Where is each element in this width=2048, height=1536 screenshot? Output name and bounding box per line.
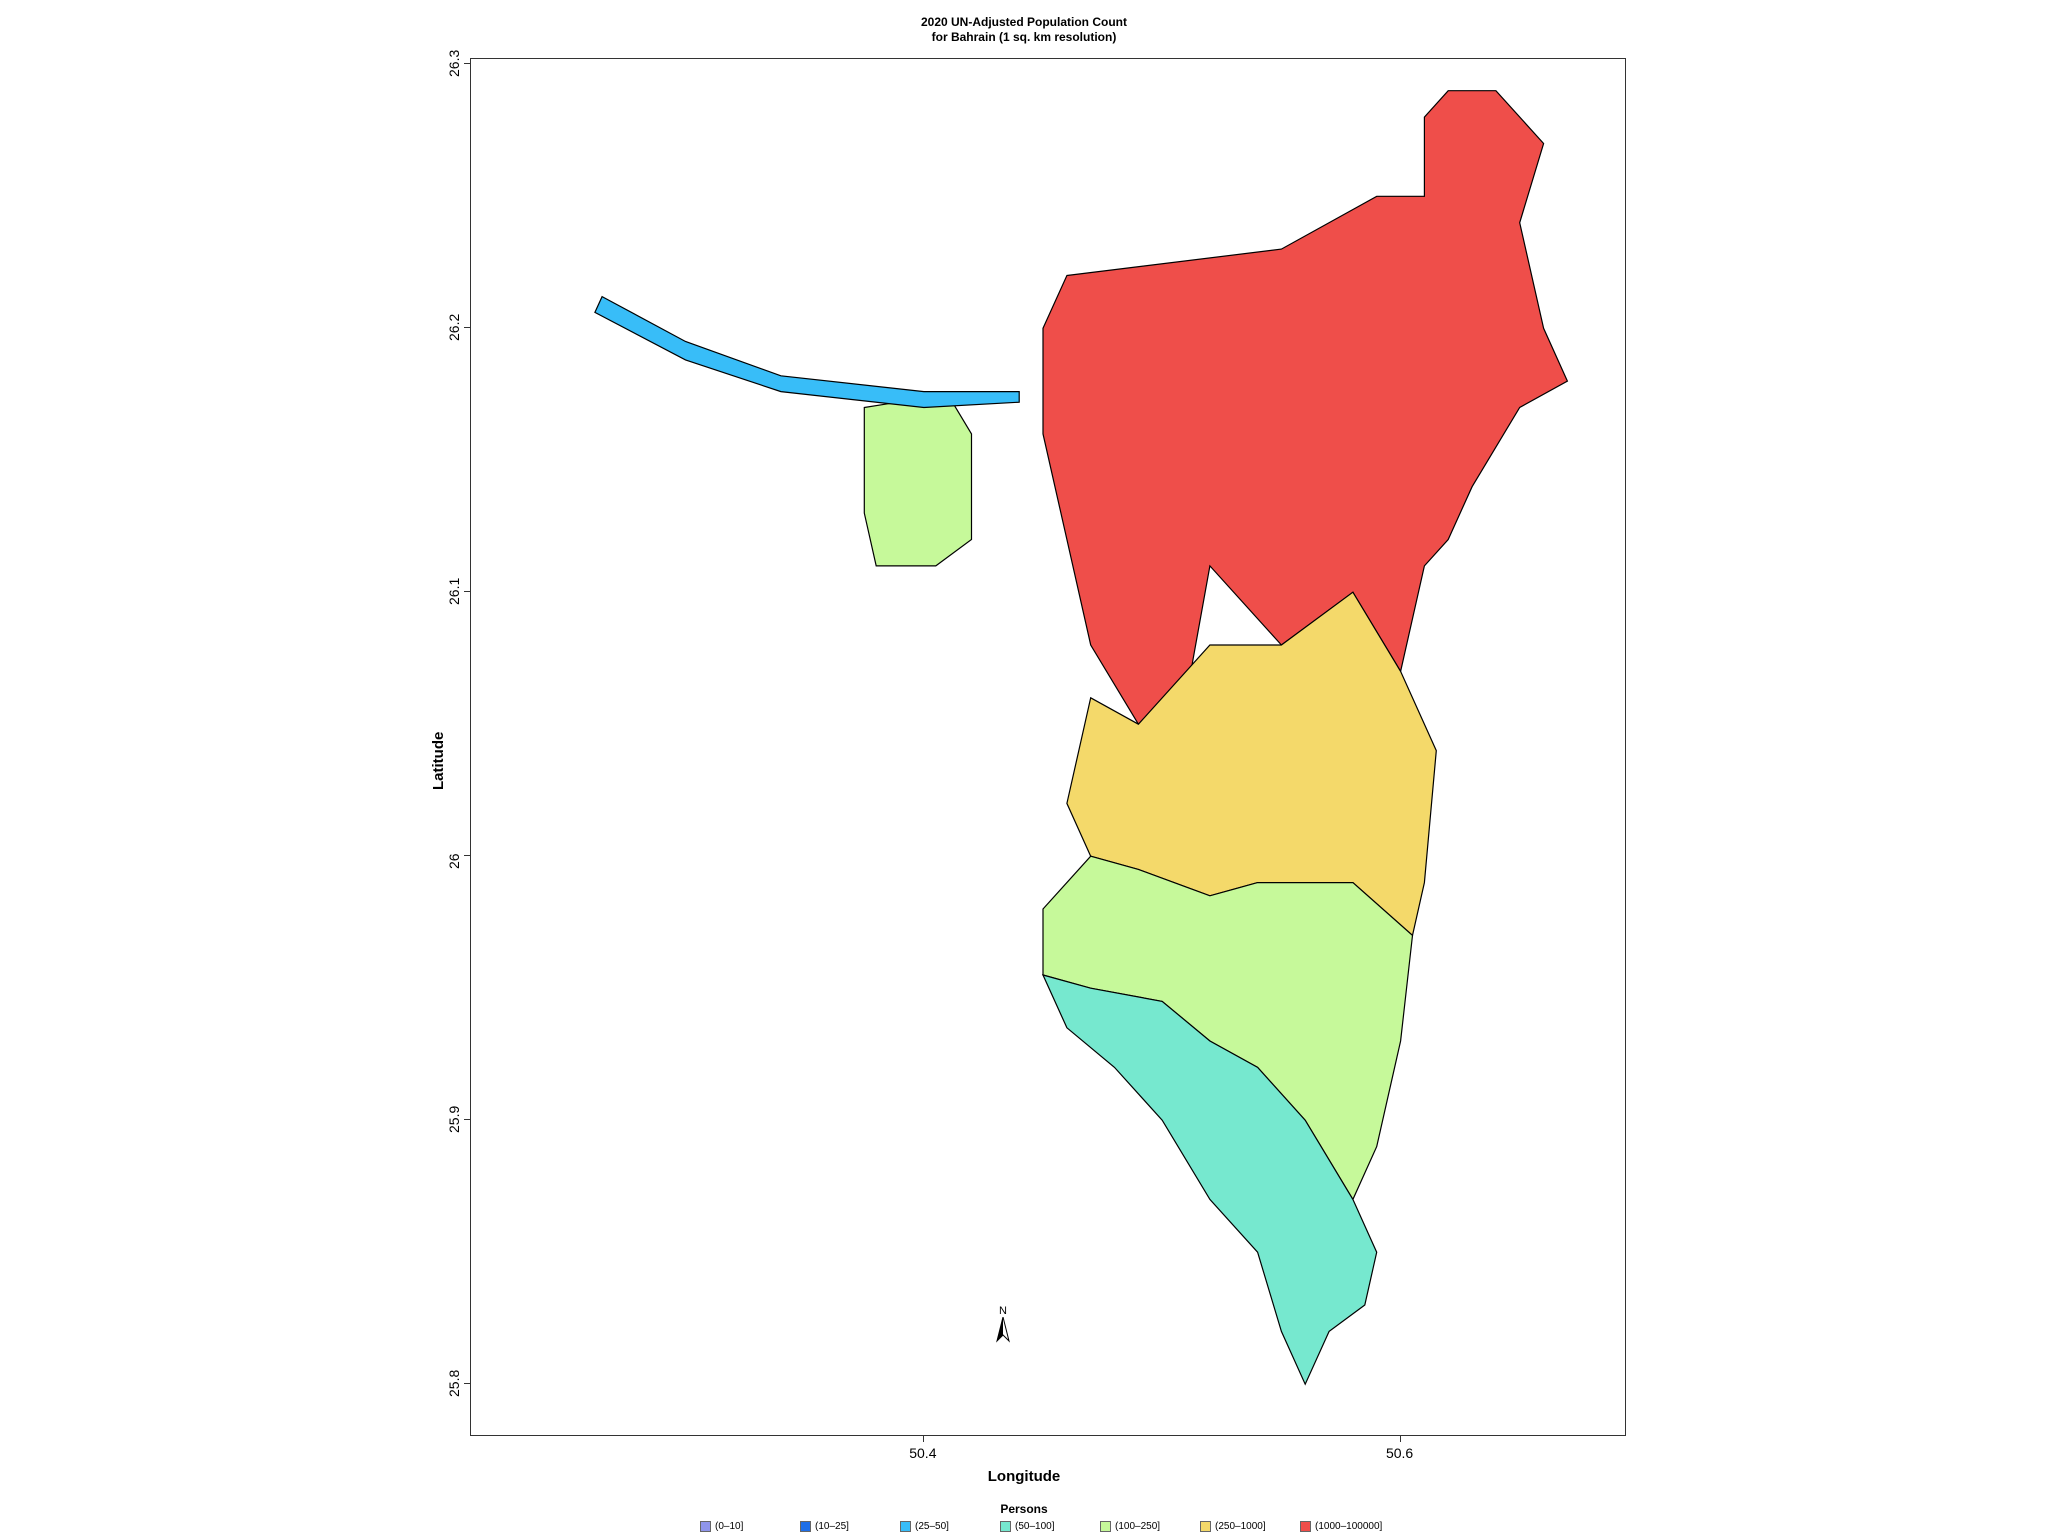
- legend-label: (50–100]: [1015, 1521, 1055, 1532]
- legend-swatch: [900, 1520, 911, 1532]
- legend-label: (1000–100000]: [1315, 1521, 1383, 1532]
- legend-item: (0–10]: [700, 1520, 743, 1536]
- legend-swatch: [800, 1520, 811, 1532]
- map-panel: N: [470, 58, 1626, 1436]
- y-tick-label: 26.2: [446, 314, 462, 342]
- y-axis-title: Latitude: [430, 731, 447, 790]
- y-tick-mark: [464, 591, 470, 593]
- y-tick-label: 26: [446, 853, 462, 870]
- y-tick-mark: [464, 1119, 470, 1121]
- x-tick-mark: [1399, 1436, 1401, 1442]
- y-tick-label: 25.8: [446, 1369, 462, 1398]
- x-tick-label: 50.6: [1385, 1445, 1414, 1461]
- region-5: [594, 295, 1020, 409]
- legend-swatch: [1100, 1520, 1111, 1532]
- legend-label: (0–10]: [715, 1521, 744, 1532]
- legend-swatch: [1000, 1520, 1011, 1532]
- y-tick-label: 26.1: [446, 577, 462, 606]
- legend-item: (100–250]: [1100, 1520, 1160, 1536]
- y-tick-label: 25.9: [446, 1105, 462, 1134]
- north-arrow-label: N: [999, 1305, 1007, 1317]
- y-tick-mark: [464, 327, 470, 329]
- chart-title-line-1: 2020 UN-Adjusted Population Count: [920, 15, 1127, 29]
- legend-label: (25–50]: [915, 1521, 949, 1532]
- y-tick-mark: [464, 855, 470, 857]
- legend-item: (25–50]: [900, 1520, 949, 1536]
- y-tick-mark: [464, 1383, 470, 1385]
- north-arrow-icon: [996, 1317, 1010, 1343]
- legend-swatch: [1300, 1520, 1311, 1532]
- legend-swatch: [1200, 1520, 1211, 1532]
- region-4: [863, 393, 973, 567]
- region-3: [1041, 974, 1378, 1386]
- legend-label: (100–250]: [1115, 1521, 1161, 1532]
- y-tick-label: 26.3: [446, 50, 462, 78]
- legend-items: (0–10] (10–25] (25–50] (50–100] (100–250] (25…: [700, 1520, 1440, 1536]
- y-tick-mark: [464, 63, 470, 65]
- legend-swatch: [700, 1520, 711, 1532]
- legend-item: (50–100]: [1000, 1520, 1054, 1536]
- legend-item: (250–1000]: [1200, 1520, 1266, 1536]
- legend-title: Persons: [1000, 1502, 1048, 1516]
- legend-item: (1000–100000]: [1300, 1520, 1382, 1536]
- x-tick-label: 50.4: [909, 1445, 937, 1461]
- x-axis-title: Longitude: [987, 1468, 1061, 1485]
- north-arrow: N: [993, 1305, 1013, 1343]
- legend-item: (10–25]: [800, 1520, 849, 1536]
- legend-label: (10–25]: [815, 1521, 849, 1532]
- region-0: [1042, 90, 1569, 726]
- legend-label: (250–1000]: [1215, 1521, 1266, 1532]
- chart-title-line-2: for Bahrain (1 sq. km resolution): [931, 30, 1117, 44]
- population-heatmap: [594, 90, 1569, 1386]
- x-tick-mark: [922, 1436, 924, 1442]
